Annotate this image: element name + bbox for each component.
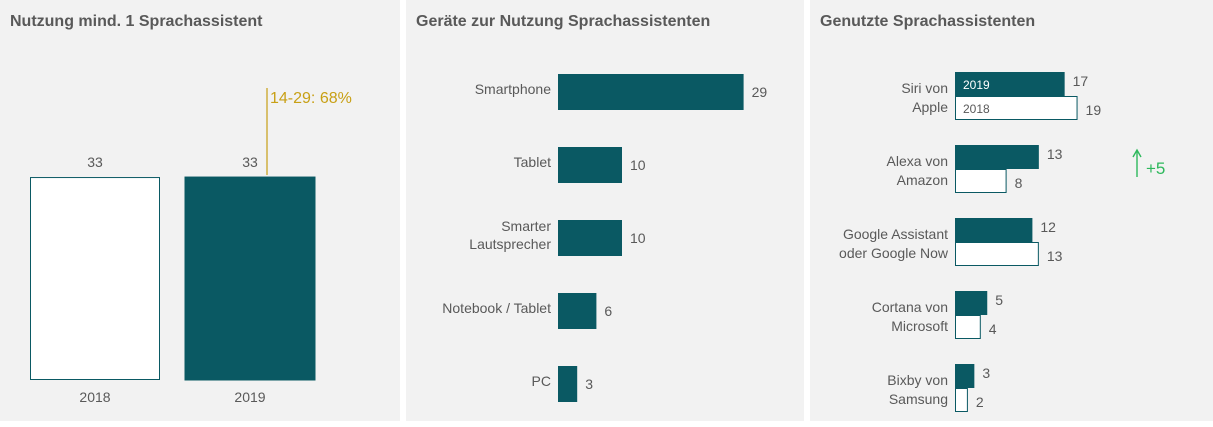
bar-smarter-lautsprecher: [558, 220, 622, 256]
category-label-tablet: Tablet: [514, 154, 551, 170]
panel-usage: Nutzung mind. 1 Sprachassistent 33 2018 33…: [0, 0, 400, 421]
category-label-2018: 2018: [79, 389, 110, 405]
bar-2019-google-assistant-oder-google-now: [955, 218, 1033, 242]
bar-2019-alexa-von-amazon: [955, 145, 1039, 169]
value-label-2018-google-assistant-oder-google-now: 13: [1047, 248, 1063, 264]
chart-usage: 33 2018 33 2019 14-29: 68%: [30, 88, 352, 405]
value-label-2018: 33: [87, 154, 103, 170]
bar-smartphone: [558, 74, 744, 110]
value-label-2018-alexa-von-amazon: 8: [1015, 175, 1023, 191]
chart-devices: 29 Smartphone 10 Tablet 10 Smarter Lautspreche…: [442, 74, 768, 402]
up-arrow-head-icon: [1132, 148, 1142, 158]
panel-assistants: Genutzte Sprachassistenten 17 19 Siri von A…: [810, 0, 1213, 421]
bar-2019-bixby-von-samsung: [955, 364, 975, 388]
value-label-2018-cortana-von-microsoft: 4: [989, 321, 997, 337]
chart-title-assistants: Genutzte Sprachassistenten: [820, 13, 1036, 30]
series-label-2018: 2018: [963, 102, 990, 116]
category-label-pc: PC: [532, 373, 551, 389]
value-label-2019: 33: [242, 154, 258, 170]
chart-title-devices: Geräte zur Nutzung Sprachassistenten: [416, 13, 711, 30]
category-label-siri-von-apple: Siri von Apple: [901, 80, 948, 115]
value-label-smartphone: 29: [752, 84, 768, 100]
bar-tablet: [558, 147, 622, 183]
bar-2018-siri-von-apple: [955, 96, 1078, 120]
category-label-smartphone: Smartphone: [475, 81, 551, 97]
value-label-2019-siri-von-apple: 17: [1073, 73, 1089, 89]
series-label-2019: 2019: [963, 78, 990, 92]
value-label-2019-alexa-von-amazon: 13: [1047, 146, 1063, 162]
bar-2019-cortana-von-microsoft: [955, 291, 988, 315]
bar-2018-google-assistant-oder-google-now: [955, 242, 1039, 266]
category-label-notebook-tablet: Notebook / Tablet: [442, 300, 551, 316]
value-label-2019-cortana-von-microsoft: 5: [995, 292, 1003, 308]
category-label-smarter-lautsprecher: Smarter Lautsprecher: [469, 218, 551, 252]
value-label-2019-bixby-von-samsung: 3: [982, 365, 990, 381]
value-label-2018-siri-von-apple: 19: [1086, 102, 1102, 118]
value-label-2018-bixby-von-samsung: 2: [976, 394, 984, 410]
value-label-tablet: 10: [630, 157, 646, 173]
bar-2018-alexa-von-amazon: [955, 169, 1007, 193]
bar-2018: [30, 177, 160, 380]
category-label-google-assistant-oder-google-now: Google Assistant oder Google Now: [839, 226, 949, 261]
value-label-smarter-lautsprecher: 10: [630, 230, 646, 246]
annotation-text: 14-29: 68%: [270, 90, 352, 107]
value-label-2019-google-assistant-oder-google-now: 12: [1040, 219, 1056, 235]
bar-notebook-tablet: [558, 293, 597, 329]
category-label-alexa-von-amazon: Alexa von Amazon: [887, 153, 948, 188]
chart-assistants: 17 19 Siri von Apple 2019 2018 13 8 Alexa von Ama…: [839, 72, 1165, 412]
bar-2018-bixby-von-samsung: [955, 388, 968, 412]
category-label-bixby-von-samsung: Bixby von Samsung: [887, 372, 948, 407]
bar-2019-siri-von-apple: [955, 72, 1065, 96]
value-label-notebook-tablet: 6: [604, 303, 612, 319]
increase-annotation: +5: [1146, 159, 1165, 178]
category-label-2019: 2019: [234, 389, 265, 405]
panel-devices: Geräte zur Nutzung Sprachassistenten 29 S…: [406, 0, 804, 421]
chart-title-usage: Nutzung mind. 1 Sprachassistent: [10, 13, 263, 30]
value-label-pc: 3: [585, 376, 593, 392]
bar-2018-cortana-von-microsoft: [955, 315, 981, 339]
bar-2019: [184, 176, 316, 381]
bar-pc: [558, 366, 578, 402]
category-label-cortana-von-microsoft: Cortana von Microsoft: [872, 299, 948, 334]
